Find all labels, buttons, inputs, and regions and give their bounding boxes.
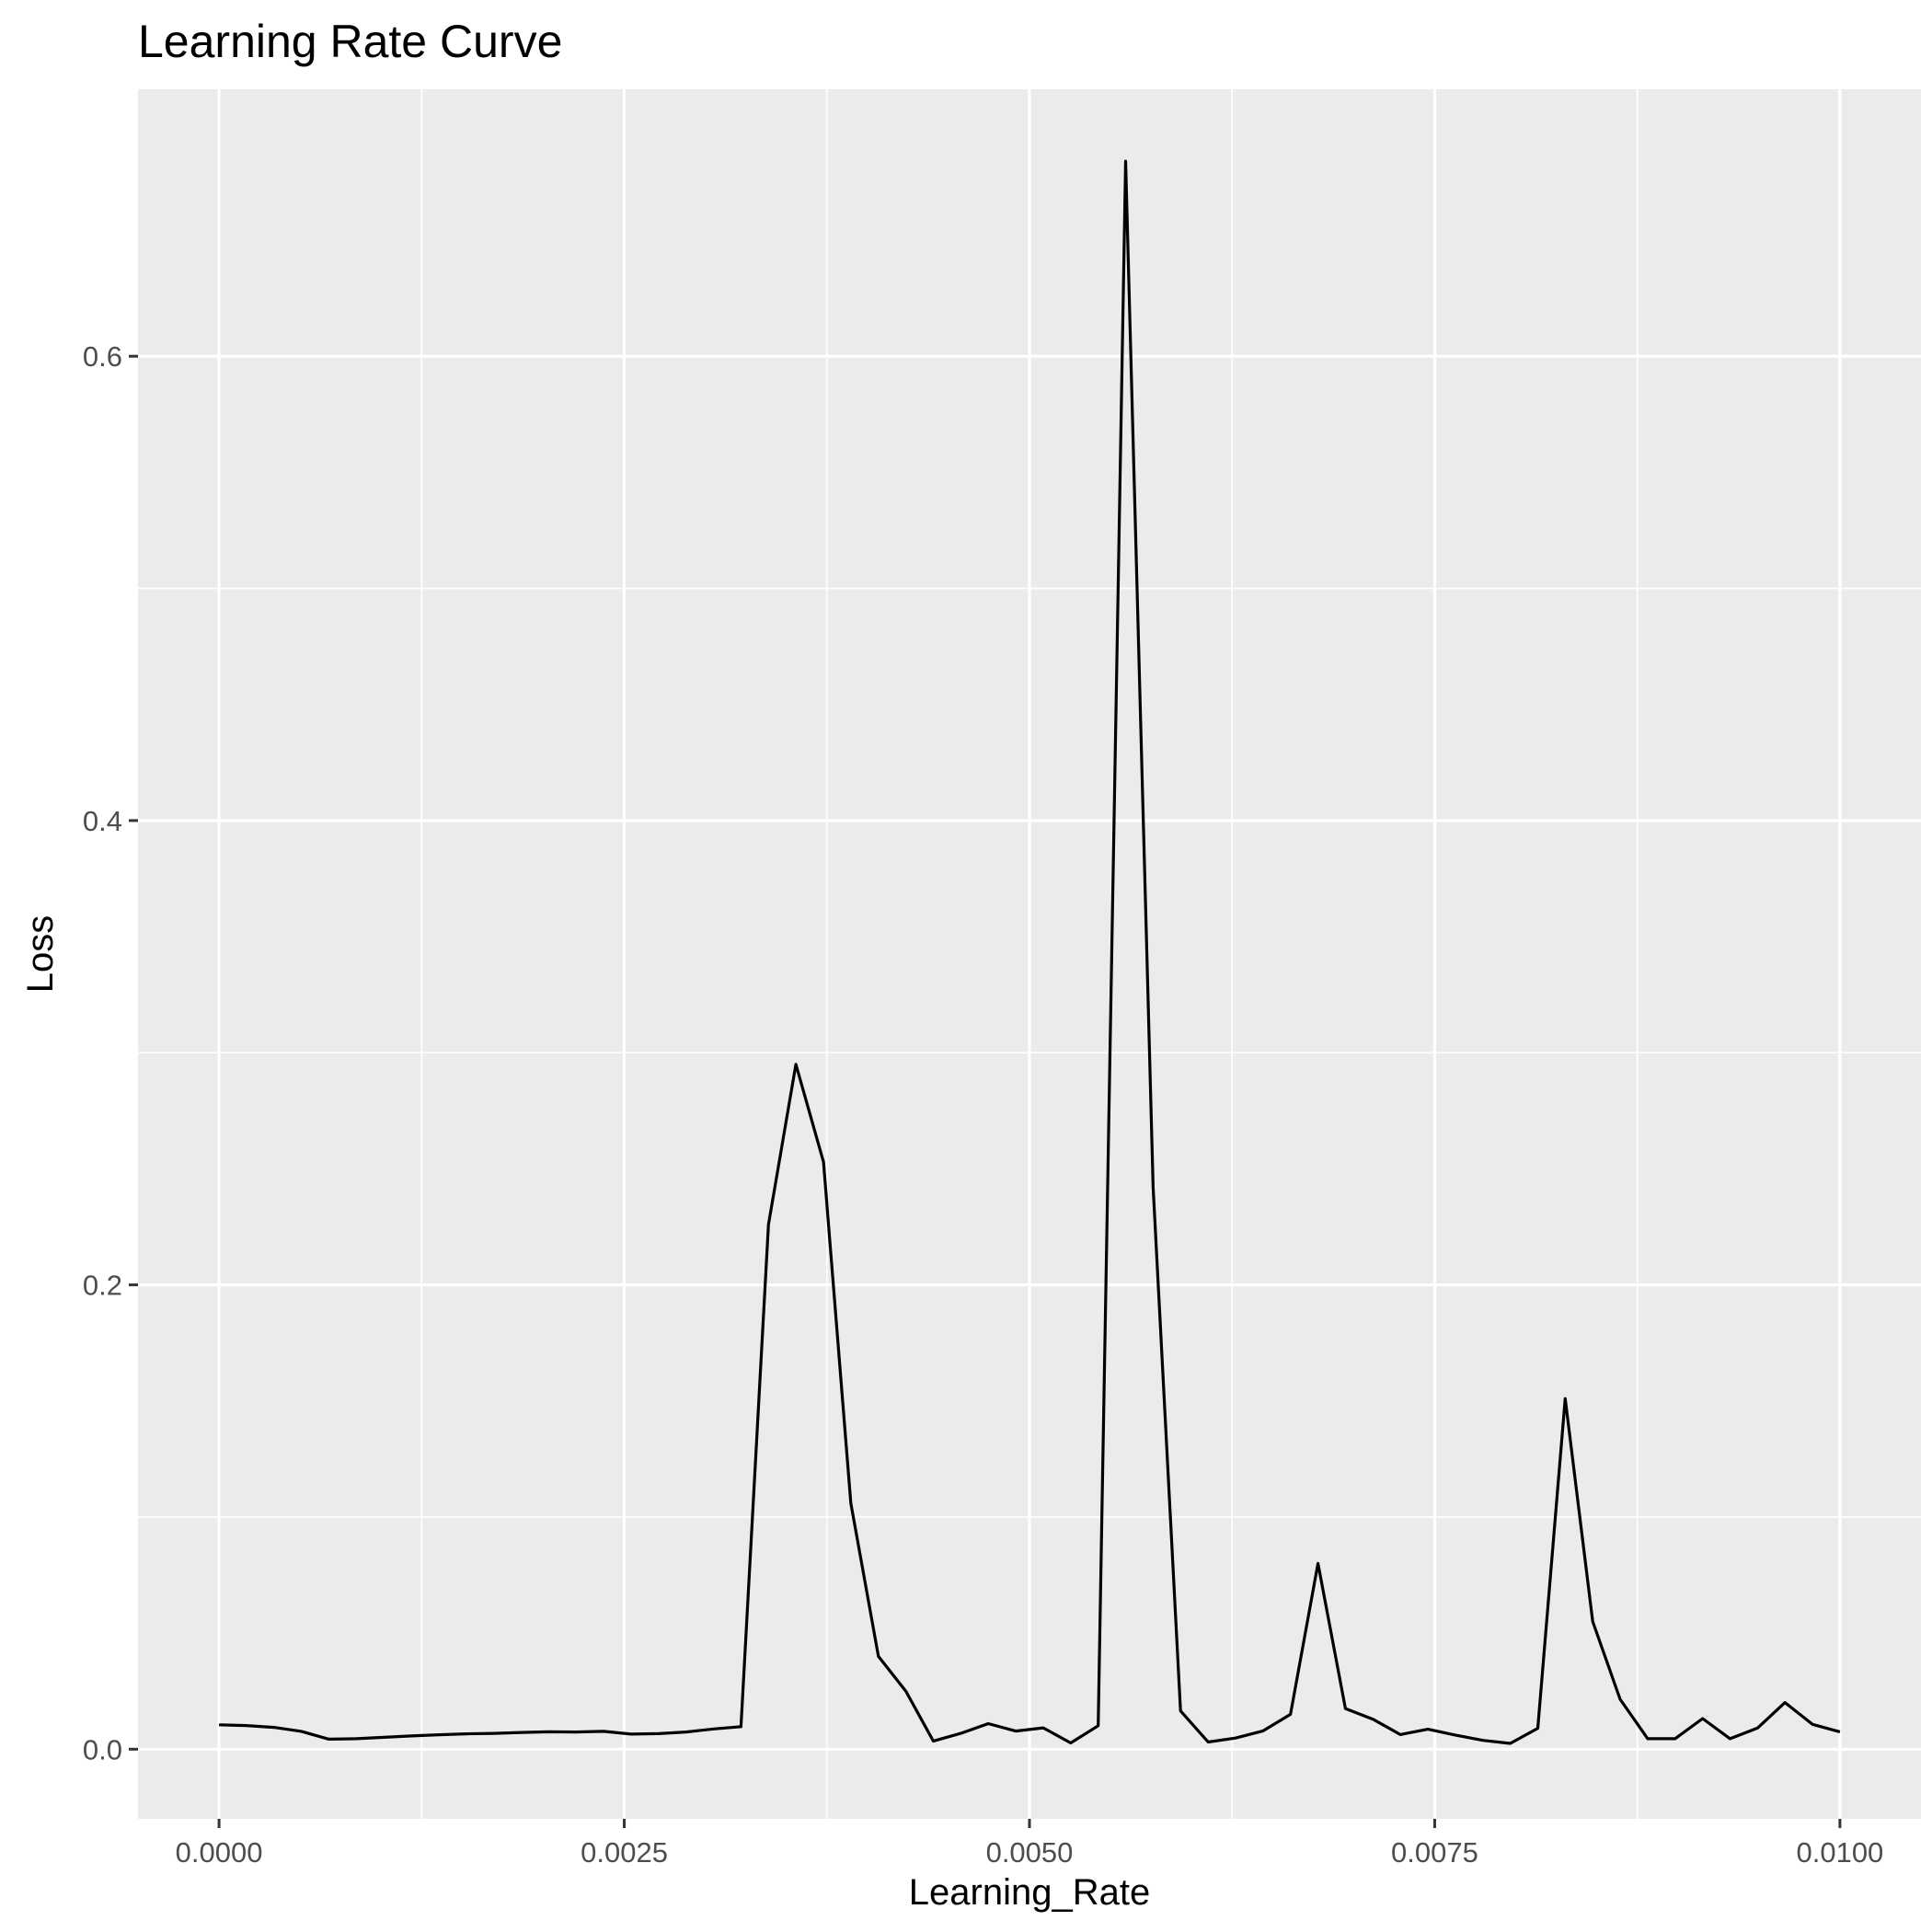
y-tick-label: 0.6 bbox=[83, 340, 122, 373]
y-axis-title: Loss bbox=[20, 915, 61, 994]
y-tick-label: 0.0 bbox=[83, 1733, 122, 1765]
x-tick-label: 0.0100 bbox=[1796, 1836, 1883, 1869]
series-line bbox=[219, 159, 1841, 1745]
x-tick-label: 0.0000 bbox=[176, 1836, 263, 1869]
x-tick-label: 0.0050 bbox=[986, 1836, 1074, 1869]
y-tick-label: 0.4 bbox=[83, 805, 122, 837]
x-tick-label: 0.0025 bbox=[581, 1836, 668, 1869]
axis-ticks bbox=[129, 354, 1842, 1828]
x-tick-label: 0.0075 bbox=[1391, 1836, 1478, 1869]
tick-labels: 0.0000 0.0025 0.0050 0.0075 0.0100 0.0 0.2 0.4 0… bbox=[83, 340, 1883, 1869]
grid-major bbox=[138, 89, 1921, 1819]
series-layer bbox=[219, 159, 1841, 1745]
y-tick-label: 0.2 bbox=[83, 1270, 122, 1302]
chart-title: Learning Rate Curve bbox=[138, 16, 562, 67]
x-axis-title: Learning_Rate bbox=[909, 1872, 1150, 1913]
